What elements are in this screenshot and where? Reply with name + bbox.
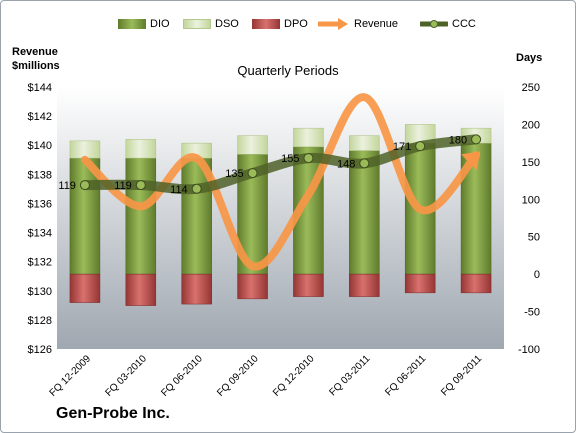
legend-label-dso: DSO	[215, 18, 239, 30]
bar-dso	[349, 135, 380, 151]
legend-item-revenue: Revenue	[318, 17, 398, 31]
x-axis-category-label: FQ 09-2010	[215, 353, 261, 399]
left-axis-title-line2: $millions	[12, 60, 60, 72]
company-name: Gen-Probe Inc.	[56, 405, 170, 422]
right-axis-title: Days	[516, 52, 543, 64]
legend-label-ccc: CCC	[452, 18, 476, 30]
bar-dso	[237, 135, 268, 155]
right-axis-tick-label: 250	[522, 82, 540, 94]
legend-item-dso: DSO	[183, 17, 239, 31]
ccc-data-label: 180	[449, 134, 467, 146]
ccc-data-label: 155	[281, 153, 299, 165]
bar-dso	[293, 127, 324, 148]
ccc-marker	[79, 180, 90, 191]
left-axis-tick-label: $140	[28, 140, 52, 152]
left-axis-tick-label: $126	[28, 344, 52, 356]
bar-dso	[125, 139, 157, 159]
right-axis-tick-label: 100	[522, 194, 540, 206]
legend-item-dio: DIO	[118, 17, 170, 31]
ccc-marker	[471, 134, 482, 145]
x-axis-category-label: FQ 03-2010	[103, 353, 149, 399]
right-axis-tick-label: -50	[524, 307, 540, 319]
legend-swatch-revenue	[318, 18, 348, 30]
ccc-marker	[247, 168, 258, 179]
bar-dso	[69, 140, 101, 159]
left-axis-tick-label: $138	[28, 169, 52, 181]
left-axis-tick-label: $134	[28, 228, 52, 240]
ccc-data-label: 119	[114, 180, 132, 192]
left-axis-tick-label: $144	[28, 82, 52, 94]
left-axis-title-line1: Revenue	[12, 46, 58, 58]
x-axis-category-label: FQ 12-2010	[271, 353, 317, 399]
right-axis-tick-label: 50	[528, 232, 540, 244]
ccc-marker	[135, 180, 146, 191]
ccc-data-label: 148	[337, 158, 355, 170]
bar-dio	[69, 157, 101, 275]
bar-dio	[125, 157, 157, 275]
ccc-marker	[303, 153, 314, 164]
bar-dpo	[460, 273, 492, 294]
left-axis-tick-label: $130	[28, 286, 52, 298]
bar-dpo	[125, 273, 157, 306]
right-axis-tick-label: 200	[522, 119, 540, 131]
legend-item-dpo: DPO	[252, 17, 308, 31]
bar-dio	[349, 150, 380, 275]
legend-swatch-dso	[183, 19, 211, 29]
left-axis-tick-label: $136	[28, 198, 52, 210]
legend-swatch-ccc	[420, 20, 448, 28]
bar-dpo	[404, 273, 436, 294]
legend-swatch-dio	[118, 19, 146, 29]
left-axis-tick-label: $128	[28, 315, 52, 327]
left-axis-tick-label: $132	[28, 257, 52, 269]
ccc-data-label: 119	[58, 180, 76, 192]
bar-dpo	[349, 273, 380, 297]
left-axis-title: Revenue $millions	[12, 45, 60, 73]
x-axis-category-label: FQ 09-2011	[439, 353, 484, 398]
bar-dpo	[293, 273, 324, 297]
left-axis-tick-label: $142	[28, 111, 52, 123]
right-axis-tick-label: 0	[534, 269, 540, 281]
plot-area	[57, 87, 504, 349]
ccc-data-label: 171	[393, 141, 411, 153]
chart-title: Quarterly Periods	[237, 63, 339, 78]
revenue-line	[80, 93, 481, 271]
x-axis-category-label: FQ 06-2011	[383, 353, 428, 398]
ccc-marker	[359, 158, 370, 169]
bar-dpo	[69, 273, 101, 303]
legend-label-dio: DIO	[150, 18, 170, 30]
bar-dpo	[181, 273, 212, 305]
legend-item-ccc: CCC	[420, 17, 476, 31]
right-axis-tick-label: -100	[518, 344, 540, 356]
ccc-marker	[191, 183, 202, 194]
revenue-arrowhead	[461, 151, 481, 171]
bar-dpo	[237, 273, 268, 300]
legend-swatch-dpo	[252, 19, 280, 29]
x-axis-category-label: FQ 12-2009	[48, 353, 94, 399]
legend-label-revenue: Revenue	[354, 18, 399, 30]
x-axis-category-label: FQ 03-2011	[327, 353, 372, 398]
ccc-marker	[415, 141, 426, 152]
x-axis-category-label: FQ 06-2010	[159, 353, 205, 399]
legend-label-dpo: DPO	[284, 18, 308, 30]
right-axis-tick-label: 150	[522, 157, 540, 169]
ccc-data-label: 135	[225, 168, 243, 180]
ccc-data-label: 114	[170, 184, 188, 196]
